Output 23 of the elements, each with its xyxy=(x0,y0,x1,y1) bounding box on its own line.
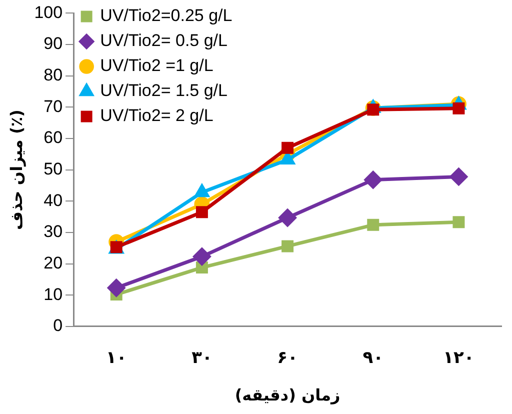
legend-label: UV/Tio2=0.25 g/L xyxy=(100,6,232,26)
y-tick-label: 100 xyxy=(34,2,63,22)
y-tick-label: 50 xyxy=(44,159,63,178)
y-tick-label: 70 xyxy=(44,96,63,116)
y-tick-label: 0 xyxy=(53,316,63,336)
x-tick-label: ۱۰ xyxy=(106,348,127,368)
y-tick-label: 10 xyxy=(44,284,63,304)
legend-label: UV/Tio2= 1.5 g/L xyxy=(100,81,228,100)
y-tick-label: 20 xyxy=(44,253,63,272)
y-tick-label: 60 xyxy=(44,128,63,148)
y-tick-label: 30 xyxy=(44,222,63,242)
x-tick-label: ۱۲۰ xyxy=(443,348,474,368)
y-tick-label: 80 xyxy=(44,66,63,85)
y-tick-label: 40 xyxy=(44,190,63,210)
x-tick-label: ۹۰ xyxy=(362,348,384,368)
legend-label: UV/Tio2= 0.5 g/L xyxy=(100,31,228,50)
x-tick-label: ۳۰ xyxy=(192,348,212,368)
y-tick-label: 90 xyxy=(44,34,63,54)
x-axis-title: زمان (دقیقه) xyxy=(234,386,340,405)
legend-label: UV/Tio2= 2 g/L xyxy=(100,106,214,126)
legend-label: UV/Tio2 =1 g/L xyxy=(100,56,214,76)
y-axis-title: میزان حذف (٪) xyxy=(6,110,26,230)
x-tick-label: ۶۰ xyxy=(277,348,298,368)
